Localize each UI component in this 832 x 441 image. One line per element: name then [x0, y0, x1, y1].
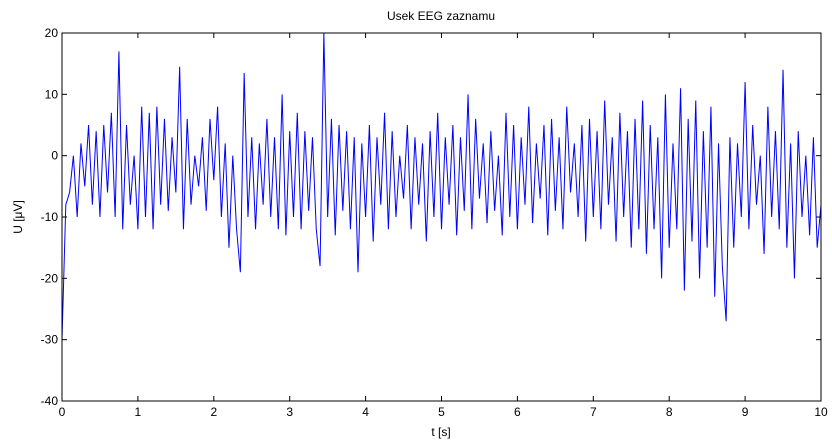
x-tick-label: 6	[514, 405, 521, 419]
x-tick-label: 8	[666, 405, 673, 419]
signal-line	[61, 32, 822, 340]
x-tick-label: 9	[742, 405, 749, 419]
x-axis-label: t [s]	[431, 425, 450, 439]
y-axis-label: U [μV]	[11, 200, 25, 234]
y-tick-label: 10	[45, 87, 59, 101]
y-tick-label: -20	[41, 271, 59, 285]
x-tick-label: 10	[814, 405, 828, 419]
x-tick-label: 1	[135, 405, 142, 419]
x-tick-label: 5	[438, 405, 445, 419]
x-tick-label: 2	[210, 405, 217, 419]
plot-frame	[61, 32, 822, 402]
x-tick-label: 4	[362, 405, 369, 419]
y-tick-label: -40	[41, 394, 59, 408]
y-tick-label: 0	[51, 149, 58, 163]
x-tick-label: 0	[59, 405, 66, 419]
y-tick-label: -30	[41, 333, 59, 347]
y-tick-label: -10	[41, 210, 59, 224]
x-tick-label: 3	[286, 405, 293, 419]
y-tick-label: 20	[45, 26, 59, 40]
chart-title: Usek EEG zaznamu	[387, 9, 495, 23]
x-tick-label: 7	[590, 405, 597, 419]
